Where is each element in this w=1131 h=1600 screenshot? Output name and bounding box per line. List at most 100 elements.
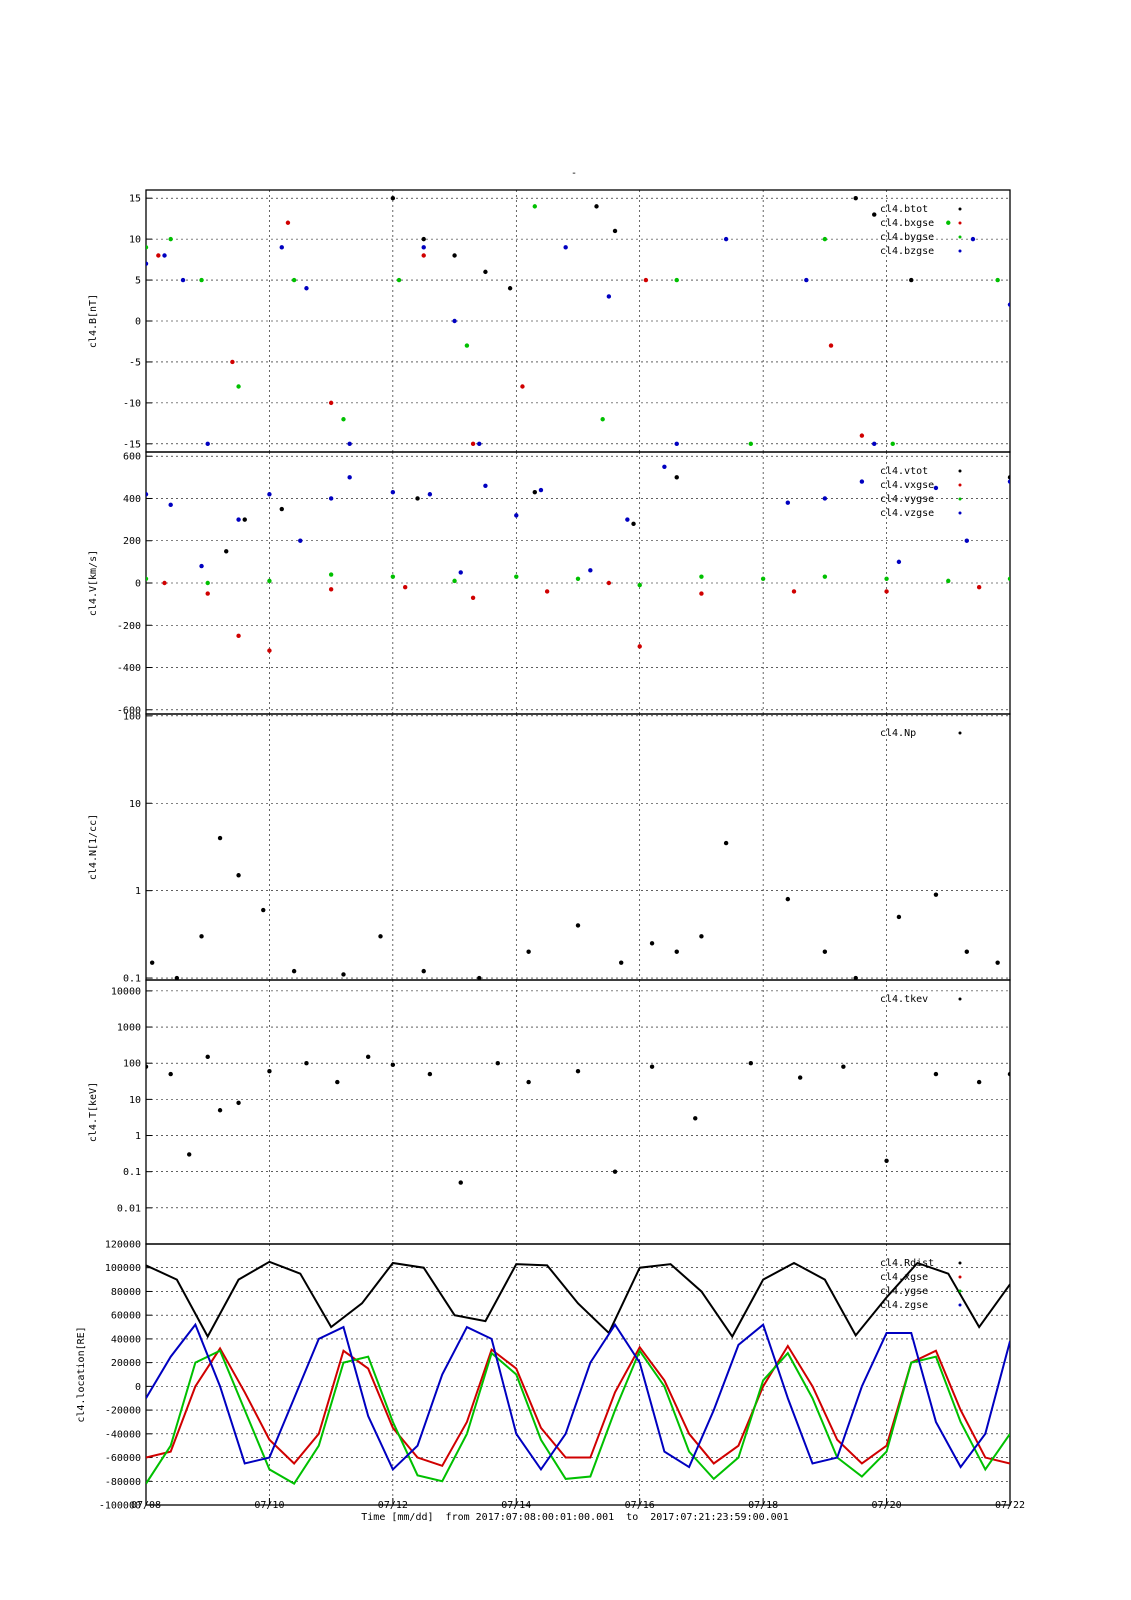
data-point [896, 559, 902, 565]
panels: -15-10-5051015cl4.B[nT]cl4.btotcl4.bxgse… [76, 189, 1011, 1512]
data-point [347, 475, 352, 480]
legend-marker [958, 221, 962, 225]
data-point [452, 318, 457, 324]
data-point [458, 570, 463, 575]
data-point [828, 343, 834, 348]
data-point [933, 1071, 939, 1077]
data-point [205, 591, 210, 596]
data-point [236, 517, 241, 522]
ytick-label: 1 [135, 1131, 141, 1142]
ytick-label: 15 [129, 194, 141, 205]
ytick-label: 10000 [111, 986, 141, 997]
ytick-label: -600 [117, 705, 141, 716]
data-point [785, 500, 791, 505]
legend-marker [958, 731, 962, 735]
ytick-label: -60000 [105, 1453, 141, 1464]
series-line-2 [146, 1344, 1010, 1468]
data-point [946, 220, 951, 225]
data-point [841, 1064, 846, 1069]
data-point [421, 253, 426, 258]
data-point [649, 1064, 655, 1069]
data-point [532, 489, 537, 495]
data-point [365, 1054, 371, 1060]
data-point [390, 574, 396, 579]
ytick-label: 1 [135, 886, 141, 897]
legend-label: cl4.bygse [880, 232, 934, 243]
data-point [976, 1079, 982, 1085]
data-point [328, 496, 334, 501]
ytick-label: 400 [123, 494, 141, 505]
legend-marker [958, 249, 962, 253]
data-point [328, 572, 334, 577]
data-point [649, 941, 655, 946]
legend-marker [958, 483, 962, 487]
y-axis-title: cl4.N[1/cc] [88, 814, 99, 880]
data-point [236, 384, 241, 389]
data-point [470, 595, 476, 600]
data-point [606, 580, 612, 586]
legend-label: cl4.tkev [880, 994, 928, 1005]
data-point [261, 907, 266, 913]
panel-frame [145, 1243, 1011, 1506]
data-point [328, 587, 334, 592]
data-point [637, 582, 642, 588]
ytick-label: -80000 [105, 1477, 141, 1488]
data-point [946, 578, 951, 584]
series-line-1 [146, 1260, 1010, 1339]
data-point [884, 589, 889, 594]
ytick-label: 0.01 [117, 1203, 141, 1214]
series-line-4 [146, 1322, 1010, 1472]
legend-marker [958, 997, 962, 1001]
series-group [146, 1260, 1010, 1485]
data-point [693, 1116, 698, 1121]
data-point [291, 277, 297, 283]
data-point [859, 433, 865, 438]
data-point [470, 441, 476, 447]
data-point [267, 1069, 272, 1074]
data-point [723, 840, 729, 846]
legend-label: cl4.Np [880, 728, 916, 739]
legend-label: cl4.btot [880, 204, 928, 215]
legend-label: cl4.vygse [880, 494, 934, 505]
ytick-label: 10 [129, 235, 141, 246]
legend-label: cl4.zgse [880, 1300, 928, 1311]
data-point [168, 236, 173, 242]
legend-marker [958, 207, 962, 211]
data-point [896, 914, 902, 920]
data-point [760, 576, 766, 581]
data-point [267, 648, 272, 653]
legend-marker [958, 511, 962, 515]
data-point [699, 574, 704, 579]
data-point [236, 1100, 241, 1106]
data-point [168, 502, 173, 508]
data-point [378, 934, 383, 939]
ytick-label: -400 [117, 663, 141, 674]
data-point [267, 492, 272, 497]
series-line-3 [146, 1348, 1010, 1485]
ytick-label: -20000 [105, 1406, 141, 1417]
xtick-label: 07/14 [501, 1500, 531, 1511]
data-point [748, 1061, 753, 1066]
data-point [526, 1079, 531, 1085]
data-point [452, 578, 457, 584]
data-point [304, 1061, 309, 1066]
data-point [884, 576, 889, 581]
data-point [477, 441, 482, 447]
data-point [1007, 475, 1010, 480]
legend-marker [958, 1289, 962, 1293]
data-point [995, 960, 1000, 965]
data-point [853, 975, 858, 980]
legend-marker [958, 1275, 962, 1279]
data-point [526, 949, 531, 954]
data-point [146, 492, 149, 497]
data-point [390, 1062, 396, 1068]
data-point [199, 934, 204, 939]
panel-3: 0.1 1 10 100 cl4.N[1/cc] cl4.Np [88, 711, 1011, 985]
data-point [205, 1054, 210, 1060]
xtick-label: 07/18 [748, 1500, 778, 1511]
data-point [600, 417, 605, 422]
legend-label: cl4.vtot [880, 466, 928, 477]
data-point [514, 513, 519, 518]
data-point [187, 1152, 192, 1157]
ytick-label: 200 [123, 536, 141, 547]
